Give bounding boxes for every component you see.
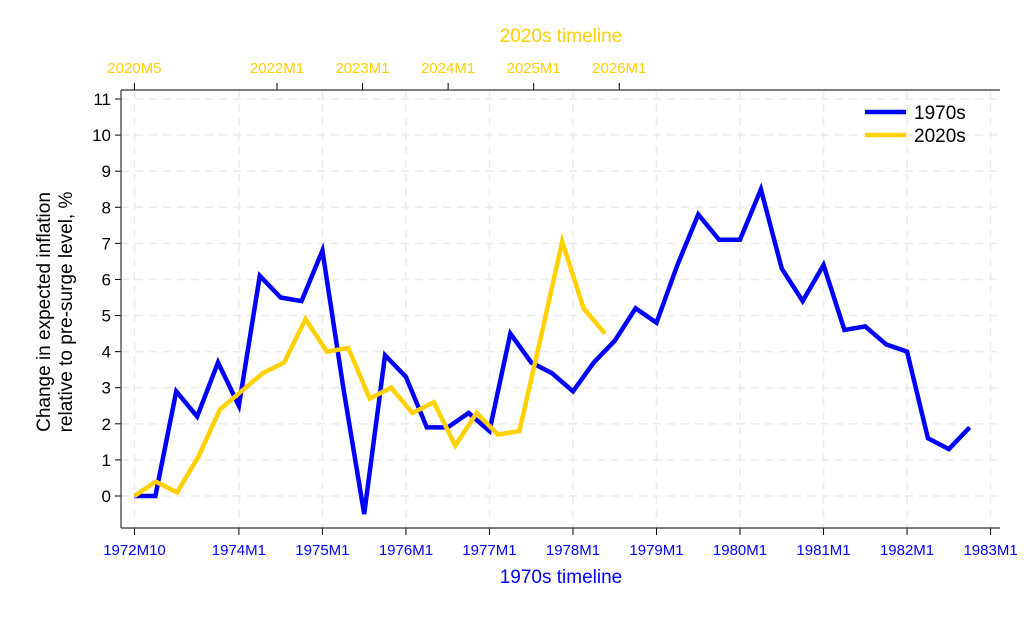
y-tick-label: 0 xyxy=(102,487,111,506)
legend: 1970s 2020s xyxy=(865,103,966,147)
legend-label-2020s: 2020s xyxy=(914,126,966,147)
x-tick-label-top: 2026M1 xyxy=(592,60,646,77)
series-lines xyxy=(134,189,970,514)
x-tick-label-top: 2020M5 xyxy=(107,60,161,77)
y-axis-title-line1: Change in expected inflation xyxy=(34,192,55,432)
x-tick-label-bottom: 1982M1 xyxy=(880,542,934,559)
y-tick-label: 9 xyxy=(102,162,111,181)
x-tick-label-bottom: 1978M1 xyxy=(546,542,600,559)
x-tick-label-bottom: 1979M1 xyxy=(629,542,683,559)
x-tick-label-top: 2025M1 xyxy=(507,60,561,77)
series-line-1970s xyxy=(135,189,970,514)
y-tick-label: 5 xyxy=(102,307,111,326)
y-tick-label: 10 xyxy=(92,126,111,145)
x-tick-label-bottom: 1976M1 xyxy=(379,542,433,559)
y-tick-label: 1 xyxy=(102,451,111,470)
x-axis-title-top: 2020s timeline xyxy=(500,26,623,47)
x-tick-label-bottom: 1980M1 xyxy=(713,542,767,559)
x-tick-label-top: 2023M1 xyxy=(335,60,389,77)
legend-label-1970s: 1970s xyxy=(914,103,966,124)
y-tick-label: 3 xyxy=(102,379,111,398)
x-tick-label-bottom: 1981M1 xyxy=(796,542,850,559)
y-tick-label: 8 xyxy=(102,198,111,217)
y-tick-label: 2 xyxy=(102,415,111,434)
x-tick-label-bottom: 1974M1 xyxy=(212,542,266,559)
y-tick-label: 6 xyxy=(102,270,111,289)
x-tick-label-bottom: 1977M1 xyxy=(462,542,516,559)
x-tick-label-bottom: 1975M1 xyxy=(295,542,349,559)
y-tick-label: 4 xyxy=(102,343,111,362)
y-tick-label: 11 xyxy=(93,90,111,109)
x-tick-label-bottom: 1983M1 xyxy=(963,542,1017,559)
y-axis-title-line2: relative to pre-surge level, % xyxy=(56,192,77,433)
x-tick-label-bottom: 1972M10 xyxy=(103,542,166,559)
x-tick-label-top: 2024M1 xyxy=(421,60,475,77)
y-tick-label: 7 xyxy=(102,234,111,253)
x-tick-label-top: 2022M1 xyxy=(250,60,304,77)
x-axis-title-bottom: 1970s timeline xyxy=(500,567,623,588)
